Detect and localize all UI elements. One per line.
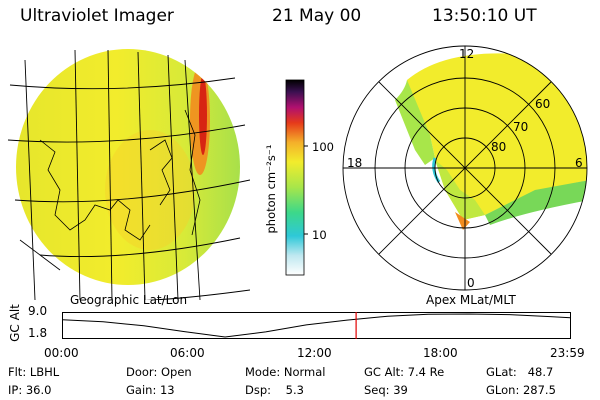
colorbar-tick-100: 100 xyxy=(312,140,334,154)
time-label: 13:50:10 UT xyxy=(432,6,537,26)
colorbar-tick-10: 10 xyxy=(312,228,327,242)
mlt-label-18: 18 xyxy=(347,156,363,170)
gc-alt-axis-label: GC Alt xyxy=(7,304,22,342)
altitude-plot xyxy=(62,312,571,339)
glon-status: GLon: 287.5 xyxy=(486,383,556,397)
time-tick-2359: 23:59 xyxy=(550,346,585,360)
auroral-oval xyxy=(407,53,587,220)
glat-status: GLat: 48.7 xyxy=(486,365,554,379)
date-label: 21 May 00 xyxy=(272,6,362,26)
polar-plot xyxy=(342,45,588,291)
earth-disk xyxy=(16,49,240,285)
mode-status: Mode: Normal xyxy=(245,365,326,379)
graticule xyxy=(7,49,250,300)
instrument-title: Ultraviolet Imager xyxy=(20,6,174,26)
time-tick-1200: 12:00 xyxy=(297,346,332,360)
alt-tick-low: 1.8 xyxy=(28,326,48,340)
mlt-label-12: 12 xyxy=(459,47,475,61)
apex-mlat-mlt-label: Apex MLat/MLT xyxy=(426,293,516,307)
geographic-latlon-label: Geographic Lat/Lon xyxy=(70,293,188,307)
mlt-label-6: 6 xyxy=(575,156,583,170)
door-status: Door: Open xyxy=(126,365,192,379)
dsp-status: Dsp: 5.3 xyxy=(245,383,304,397)
geographic-image xyxy=(7,49,250,300)
mlat-label-70: 70 xyxy=(513,120,529,134)
seq-status: Seq: 39 xyxy=(364,383,408,397)
filter-status: Flt: LBHL xyxy=(8,365,60,379)
mlat-label-80: 80 xyxy=(491,140,507,154)
time-tick-0600: 06:00 xyxy=(170,346,205,360)
time-tick-1800: 18:00 xyxy=(423,346,458,360)
mlt-label-0: 0 xyxy=(467,276,475,290)
altitude-plot-frame xyxy=(62,312,571,339)
ip-status: IP: 36.0 xyxy=(8,383,52,397)
coastlines xyxy=(19,109,201,271)
time-tick-0000: 00:00 xyxy=(44,346,79,360)
colorbar-unit-label: photon cm⁻²s⁻¹ xyxy=(264,144,278,234)
alt-tick-high: 9.0 xyxy=(28,304,48,318)
polar-grid xyxy=(342,45,588,291)
altitude-curve xyxy=(62,313,571,338)
mlat-label-60: 60 xyxy=(535,97,551,111)
color-scale xyxy=(285,79,308,276)
gain-status: Gain: 13 xyxy=(126,383,175,397)
gc-alt-status: GC Alt: 7.4 Re xyxy=(364,365,445,379)
